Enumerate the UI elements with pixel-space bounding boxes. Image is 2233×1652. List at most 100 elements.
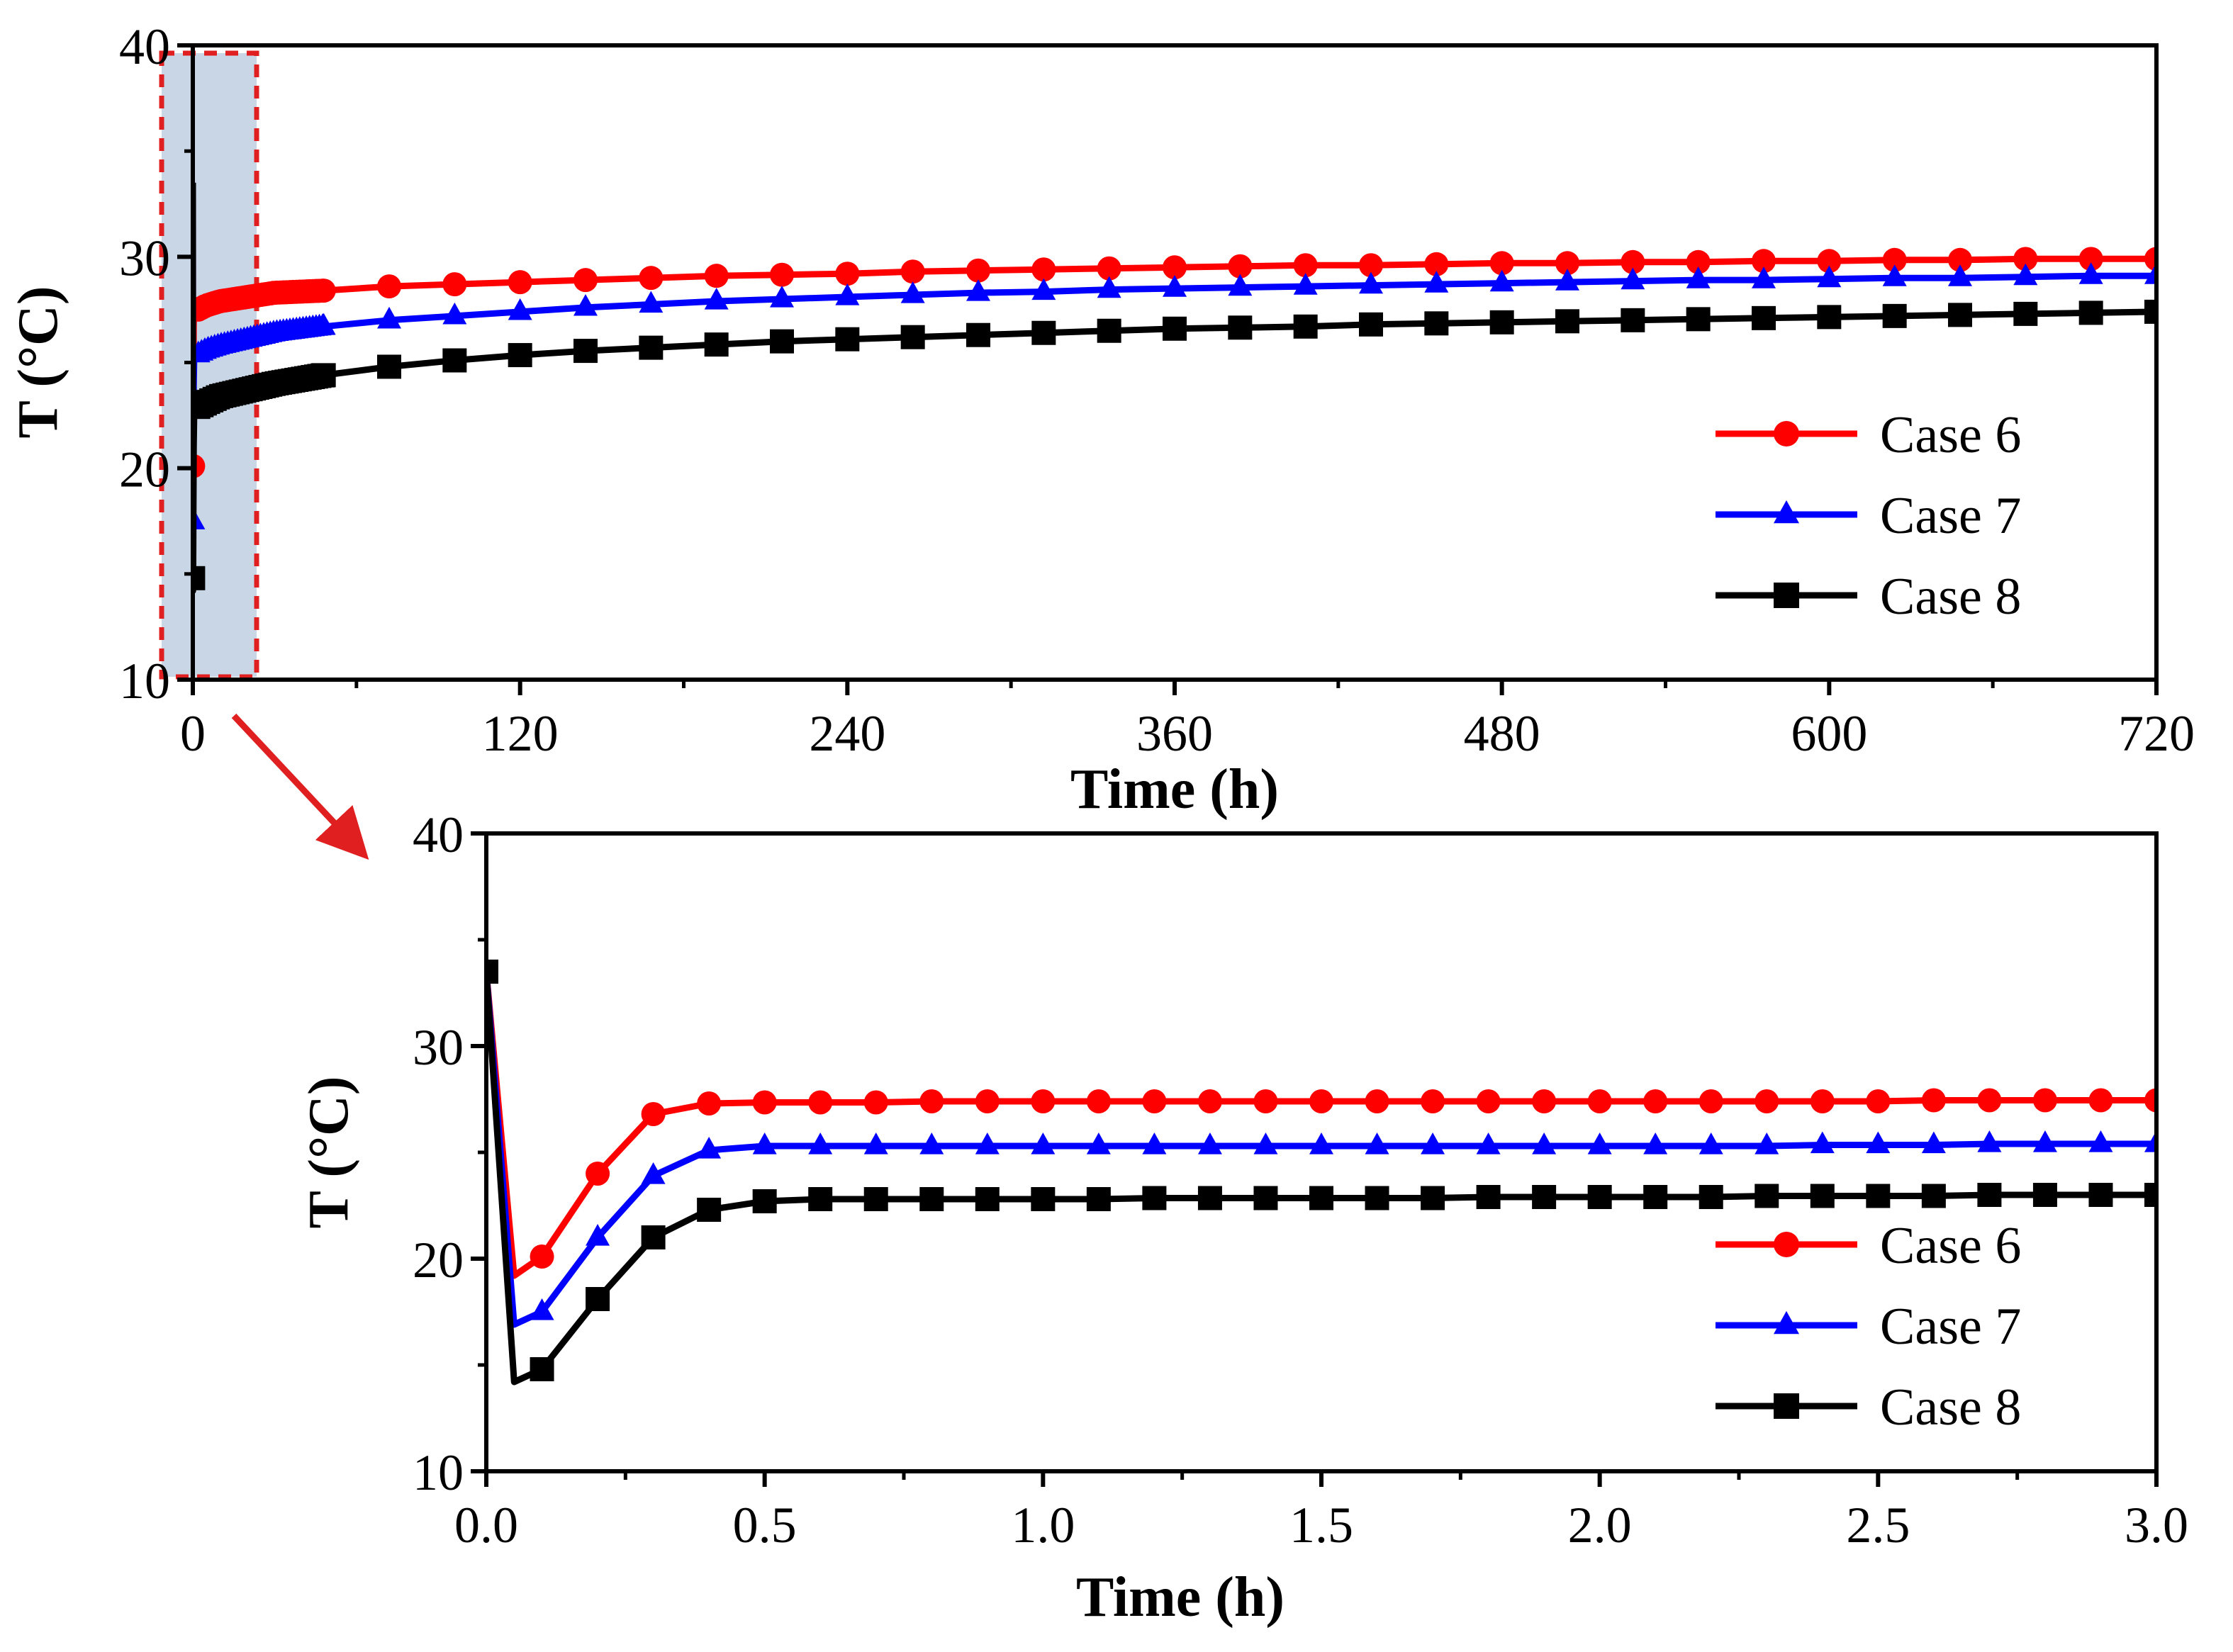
data-point [377, 306, 401, 329]
data-point [1921, 1088, 1946, 1113]
data-point [704, 288, 729, 310]
data-point [1309, 1186, 1333, 1210]
data-point [1253, 1089, 1278, 1113]
data-point [586, 1162, 610, 1186]
data-point [1293, 273, 1318, 295]
data-point [586, 1287, 610, 1311]
data-point [1142, 1133, 1167, 1154]
data-point [1643, 1089, 1668, 1113]
data-point [1489, 251, 1514, 276]
data-point [1309, 1133, 1333, 1154]
x-tick-label: 2.5 [1846, 1497, 1910, 1553]
data-point [530, 1357, 554, 1381]
data-point [641, 1102, 666, 1126]
legend-label: Case 6 [1880, 1217, 2021, 1275]
data-point [900, 281, 925, 303]
data-point [377, 354, 401, 379]
data-point [966, 322, 990, 347]
legend-label: Case 7 [1880, 1298, 2021, 1356]
data-point [1866, 1184, 1891, 1208]
data-point [1309, 1089, 1333, 1113]
data-point [530, 1244, 554, 1269]
x-tick-label: 0.0 [454, 1497, 518, 1553]
data-point [1228, 315, 1253, 340]
legend-item: Case 7 [1716, 1298, 2021, 1356]
data-point [808, 1187, 833, 1211]
data-point [1476, 1089, 1501, 1113]
data-point [1086, 1133, 1111, 1154]
data-point [1031, 1187, 1056, 1211]
data-point [1476, 1185, 1501, 1209]
y-tick-label: 10 [119, 653, 170, 709]
series-case-8 [486, 960, 2156, 1386]
data-point [835, 262, 860, 286]
data-point [1817, 249, 1842, 274]
data-point [1086, 1089, 1111, 1113]
data-point [1097, 256, 1121, 281]
data-point [919, 1133, 944, 1154]
data-point [1817, 305, 1842, 330]
data-point [1754, 1089, 1779, 1113]
data-point [975, 1089, 1000, 1113]
data-point [1686, 266, 1711, 288]
data-point [2144, 1130, 2156, 1152]
data-point [486, 960, 498, 984]
data-point [508, 343, 532, 368]
data-point [919, 1089, 944, 1113]
series-case-6 [193, 182, 2156, 488]
legend-label: Case 7 [1880, 487, 2021, 545]
x-tick-label: 360 [1136, 705, 1213, 762]
data-point [1698, 1185, 1723, 1209]
data-point [1163, 275, 1187, 297]
data-point [770, 262, 794, 287]
x-tick-label: 600 [1791, 705, 1867, 762]
data-point [1031, 257, 1056, 282]
data-point [966, 258, 990, 283]
data-point [2032, 1130, 2057, 1152]
y-tick-label: 10 [413, 1444, 464, 1501]
data-point [1197, 1133, 1222, 1154]
data-point [2088, 1088, 2113, 1113]
data-point [1810, 1089, 1835, 1113]
data-point [863, 1090, 888, 1115]
data-point [442, 348, 467, 373]
y-tick-label: 20 [119, 442, 170, 498]
x-tick-label: 0 [180, 705, 206, 762]
data-point [2032, 1183, 2057, 1207]
data-point [1031, 1133, 1056, 1154]
data-point [1365, 1089, 1389, 1113]
data-point [442, 302, 467, 325]
data-point [1643, 1133, 1668, 1154]
data-point [697, 1091, 722, 1116]
chart-top: 0 120 240 360 480 600 720 10 20 30 40 Time (h) T … [7, 18, 2195, 821]
data-point [508, 298, 532, 320]
data-point [697, 1198, 722, 1222]
data-point [2013, 301, 2038, 326]
data-point [1421, 1133, 1445, 1154]
bottom-x-axis: 0.0 0.5 1.0 1.5 2.0 2.5 3.0 [454, 1471, 2188, 1553]
top-y-axis: 10 20 30 40 [119, 18, 193, 709]
data-point [1424, 271, 1449, 293]
data-point [2144, 1183, 2156, 1207]
data-point [1587, 1133, 1612, 1154]
data-point [1866, 1089, 1891, 1113]
data-point [1810, 1184, 1835, 1208]
legend-label: Case 8 [1880, 568, 2021, 626]
data-point [1977, 1183, 2002, 1207]
data-point [835, 327, 860, 352]
data-point [1197, 1186, 1222, 1210]
data-point [1142, 1089, 1167, 1113]
data-point [2078, 262, 2103, 284]
data-point [1424, 252, 1449, 276]
legend-item: Case 7 [1716, 487, 2021, 545]
data-point [1163, 255, 1187, 280]
bottom-series-layer [486, 958, 2156, 1386]
top-plot-frame [191, 43, 2159, 682]
x-tick-label: 3.0 [2125, 1497, 2188, 1553]
data-point [966, 279, 990, 301]
legend-marker [1774, 421, 1799, 446]
series-case-8 [193, 182, 2156, 595]
data-point [1977, 1130, 2002, 1152]
data-point [1031, 1089, 1056, 1113]
data-point [1686, 307, 1711, 332]
